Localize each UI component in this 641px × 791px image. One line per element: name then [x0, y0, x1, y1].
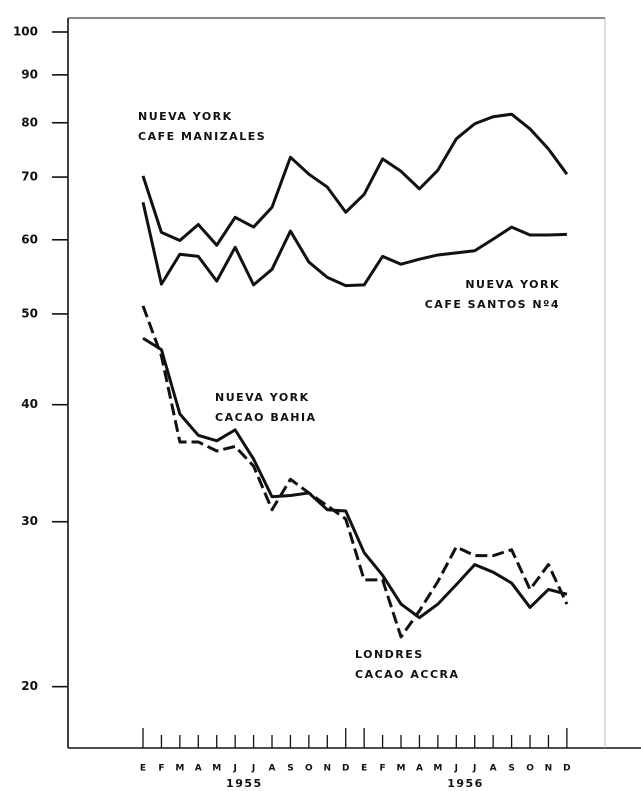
x-tick-label: S: [508, 764, 514, 774]
x-tick-label: D: [563, 764, 570, 774]
series-label: CACAO BAHIA: [215, 411, 317, 424]
x-tick-label: A: [416, 764, 423, 774]
x-tick-label: F: [380, 764, 386, 774]
x-tick-label: N: [545, 764, 553, 774]
x-tick-label: M: [397, 764, 406, 774]
x-tick-label: J: [251, 764, 255, 774]
series-line: [141, 305, 569, 639]
x-tick-label: J: [454, 764, 458, 774]
series-label: CAFE MANIZALES: [138, 130, 266, 143]
y-tick-label: 40: [21, 397, 38, 411]
x-tick-label: O: [305, 764, 313, 774]
x-tick-label: O: [526, 764, 534, 774]
x-tick-label: J: [472, 764, 476, 774]
series-label: CACAO ACCRA: [355, 668, 460, 681]
series-label: LONDRES: [355, 648, 424, 661]
x-tick-label: M: [175, 764, 184, 774]
y-tick-label: 100: [13, 24, 38, 38]
series-label: NUEVA YORK: [465, 278, 560, 291]
x-tick-label: M: [433, 764, 442, 774]
y-tick-label: 70: [21, 170, 38, 184]
x-tick-label: M: [212, 764, 221, 774]
x-tick-label: S: [287, 764, 293, 774]
year-label: 1956: [447, 777, 484, 790]
x-tick-label: J: [232, 764, 236, 774]
y-tick-label: 60: [21, 232, 38, 246]
x-tick-label: A: [490, 764, 497, 774]
year-label: 1955: [226, 777, 263, 790]
x-tick-label: N: [324, 764, 332, 774]
series-line: [141, 201, 567, 288]
x-tick-label: A: [195, 764, 202, 774]
x-tick-label: E: [140, 764, 146, 774]
series-label: CAFE SANTOS Nº4: [425, 298, 560, 311]
y-tick-label: 90: [21, 67, 38, 81]
y-tick-label: 80: [21, 115, 38, 129]
y-tick-label: 30: [21, 514, 38, 528]
y-tick-label: 50: [21, 306, 38, 320]
x-tick-label: D: [342, 764, 349, 774]
series-line: [141, 112, 569, 247]
x-tick-label: A: [269, 764, 276, 774]
series-label: NUEVA YORK: [215, 391, 310, 404]
x-tick-label: F: [158, 764, 164, 774]
series-line: [142, 336, 568, 620]
x-tick-label: E: [361, 764, 367, 774]
y-tick-label: 20: [21, 679, 38, 693]
series-label: NUEVA YORK: [138, 110, 233, 123]
